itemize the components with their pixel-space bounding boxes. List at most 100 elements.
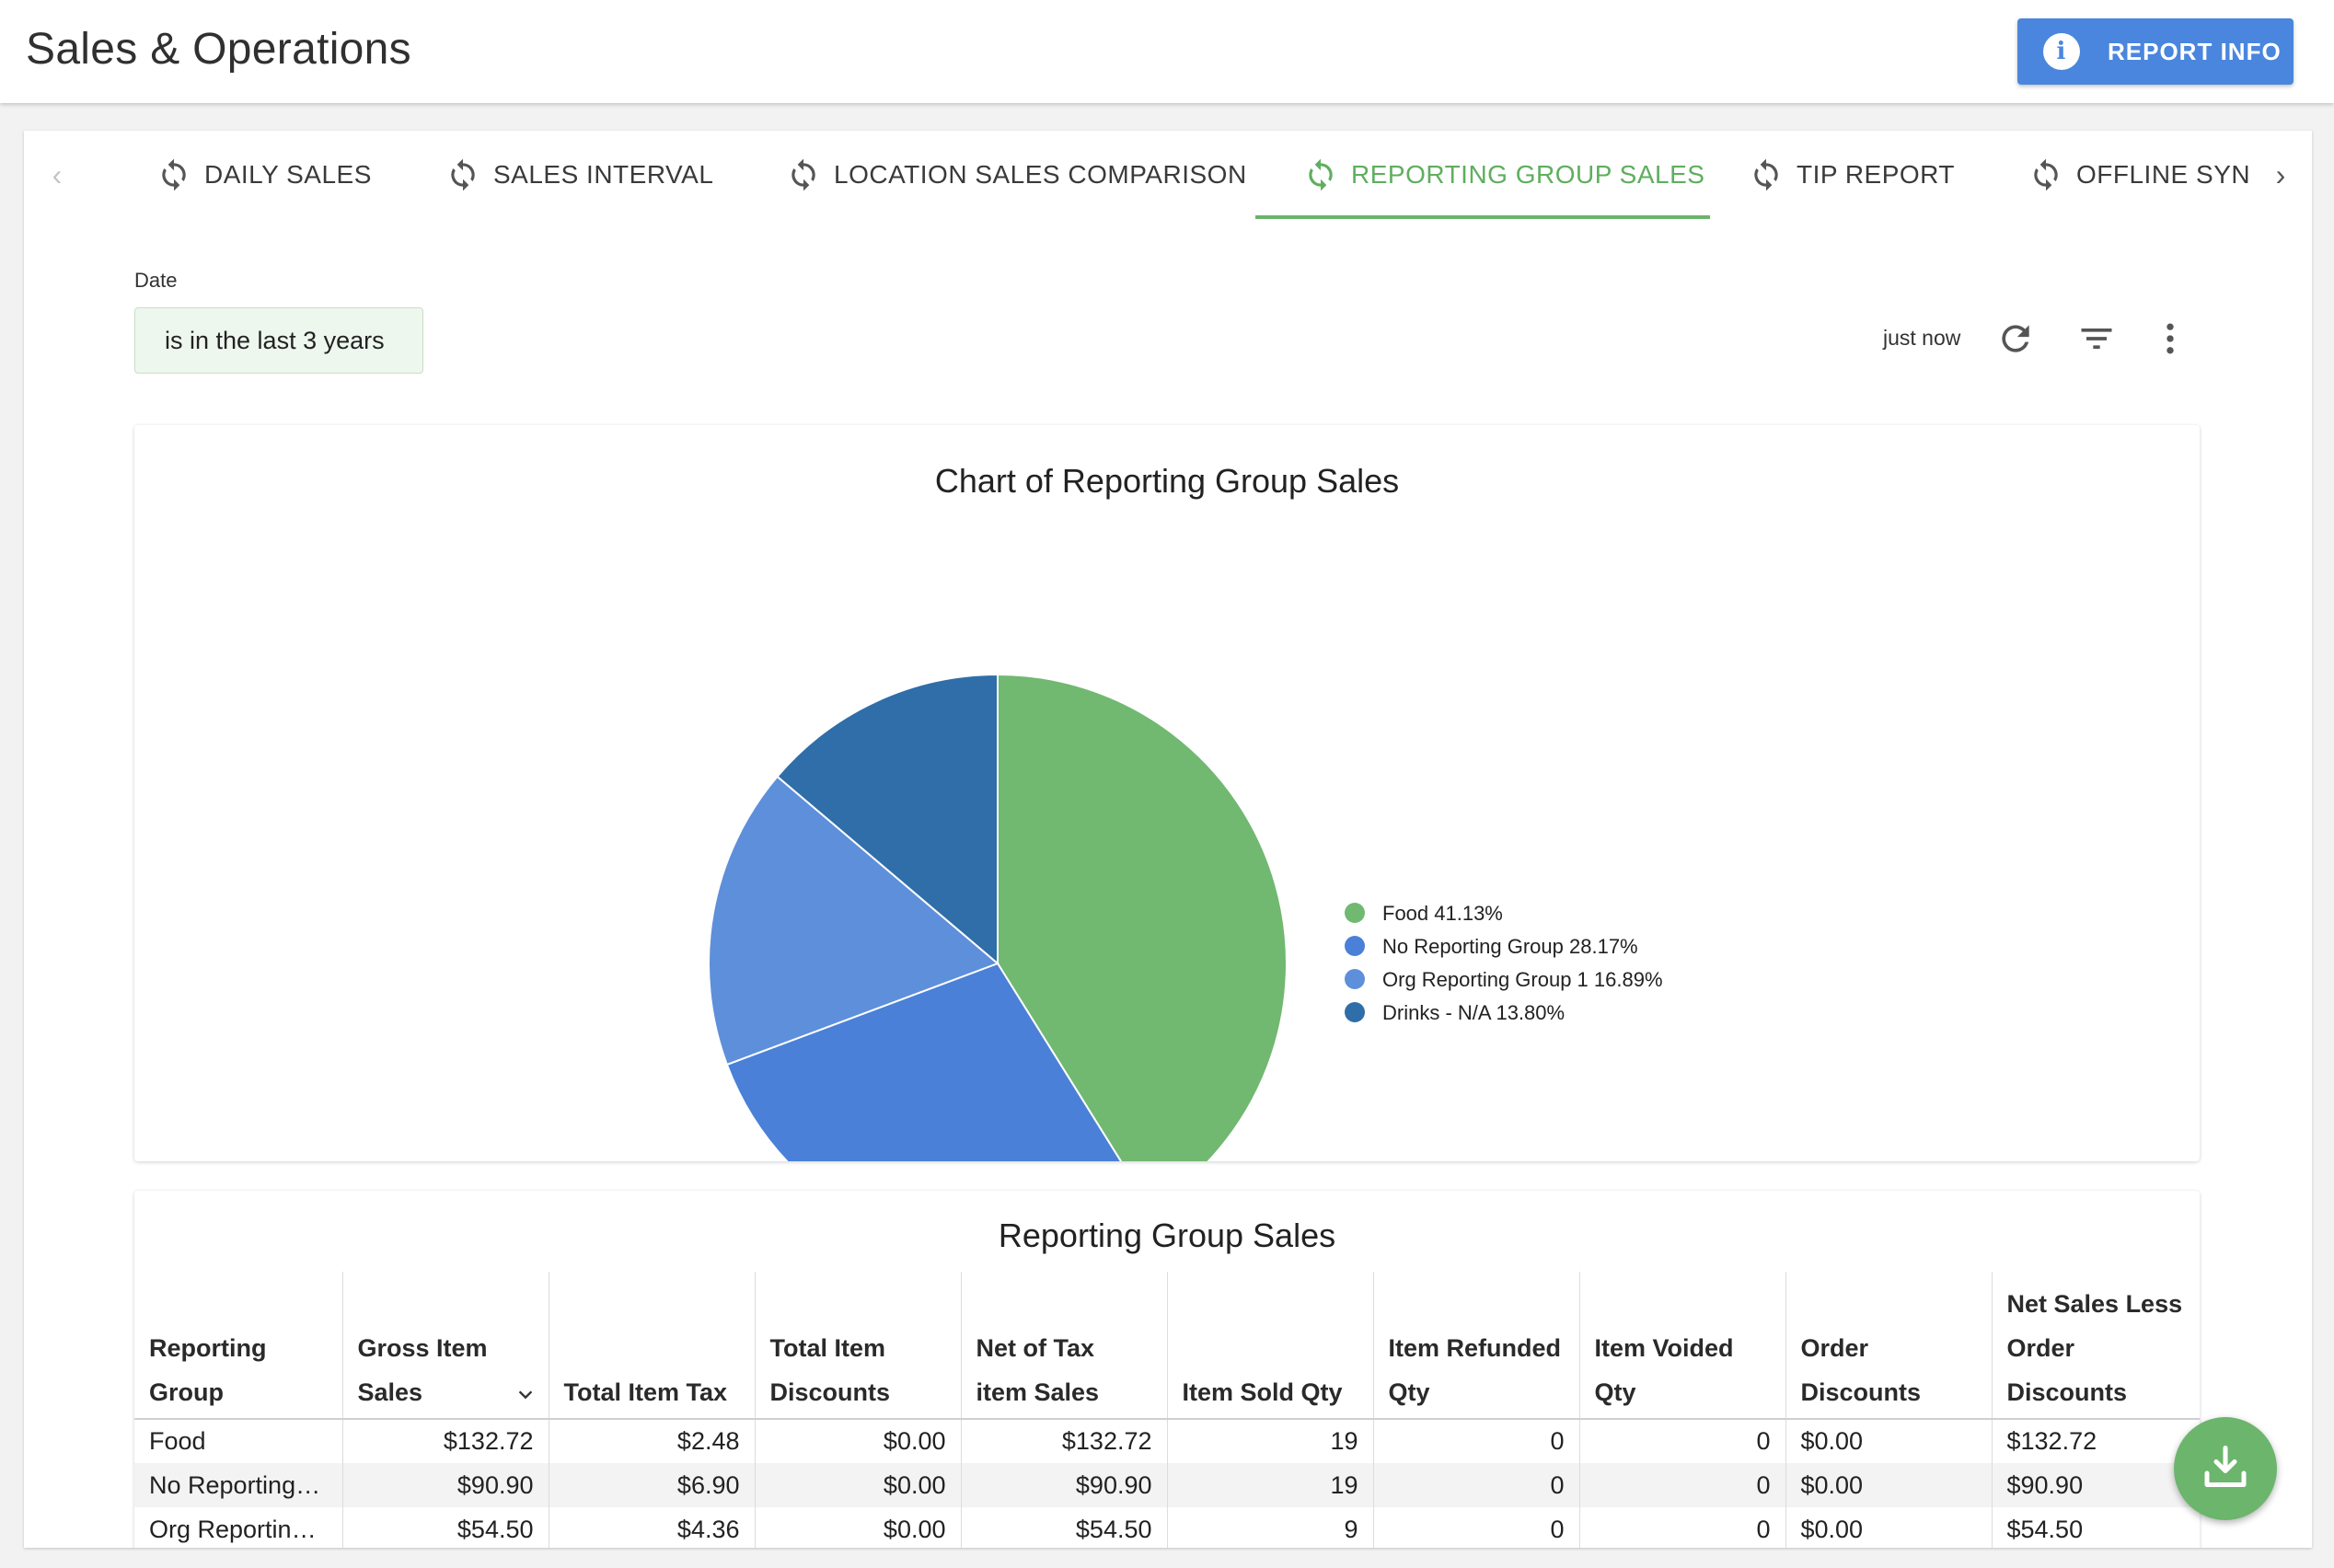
tab-offline-synced[interactable]: OFFLINE SYNCED [2028, 131, 2249, 219]
sort-descending-icon[interactable] [515, 1385, 536, 1405]
table-cell: 0 [1579, 1463, 1786, 1507]
column-header[interactable]: Item Voided Qty [1579, 1272, 1786, 1420]
tab-label: DAILY SALES [204, 160, 372, 189]
column-header[interactable]: Total Item Discounts [755, 1272, 962, 1420]
download-button[interactable] [2174, 1417, 2277, 1520]
page-title: Sales & Operations [26, 25, 411, 74]
column-header[interactable]: Item Refunded Qty [1373, 1272, 1580, 1420]
info-icon: i [2043, 33, 2080, 70]
table-row[interactable]: Org Reporting Group 1$54.50$4.36$0.00$54… [134, 1507, 2200, 1548]
chart-title: Chart of Reporting Group Sales [934, 462, 1400, 500]
table-cell: 0 [1373, 1507, 1580, 1548]
active-tab-indicator [1255, 215, 1710, 219]
filter-icon[interactable] [2076, 318, 2117, 359]
refresh-icon[interactable] [1995, 318, 2036, 359]
table-cell: $0.00 [1785, 1463, 1993, 1507]
column-header[interactable]: Reporting Group [134, 1272, 343, 1420]
legend-label: Food 41.13% [1382, 902, 1503, 925]
table-cell: $0.00 [755, 1463, 962, 1507]
report-info-label: REPORT INFO [2108, 37, 2282, 65]
column-header[interactable]: Total Item Tax [549, 1272, 756, 1420]
column-header[interactable]: Net Sales Less Order Discounts [1992, 1272, 2200, 1420]
tab-reporting-group-sales[interactable]: REPORTING GROUP SALES [1303, 131, 1704, 219]
pie-chart-card: Chart of Reporting Group Sales Food 41.1… [134, 425, 2200, 1161]
column-header-label: Net of Tax item Sales [976, 1334, 1100, 1406]
tab-label: SALES INTERVAL [493, 160, 714, 189]
column-header-label: Item Sold Qty [1182, 1378, 1343, 1406]
legend-label: Drinks - N/A 13.80% [1382, 1001, 1565, 1024]
date-filter-label: Date [134, 269, 178, 292]
table-cell: $54.50 [961, 1507, 1168, 1548]
table-cell: $4.36 [549, 1507, 756, 1548]
table-cell: 19 [1167, 1419, 1374, 1463]
table-cell: $54.50 [342, 1507, 549, 1548]
pie-chart: Food 41.13% No Reporting Group 28.17% Org … [708, 673, 1663, 1161]
table-cell: $132.72 [2006, 1427, 2097, 1455]
legend-label: Org Reporting Group 1 16.89% [1382, 968, 1663, 991]
report-container: ‹ DAILY SALES SALES INTERVAL LOCATION SALE… [24, 131, 2312, 1548]
table-cell: $90.90 [1992, 1463, 2200, 1507]
table-cell: 0 [1579, 1507, 1786, 1548]
column-header[interactable]: Order Discounts [1785, 1272, 1993, 1420]
table-cell: $132.72 [961, 1419, 1168, 1463]
legend-item[interactable]: Food 41.13% [1345, 902, 1503, 925]
sync-icon [791, 158, 815, 191]
table-header-row: Reporting Group Gross Item Sales Total Ite… [134, 1272, 2200, 1420]
tab-daily-sales[interactable]: DAILY SALES [156, 131, 372, 219]
sync-icon [162, 158, 186, 191]
tab-label: TIP REPORT [1797, 160, 1956, 189]
more-options-icon[interactable] [2150, 318, 2190, 359]
reporting-group-table: Reporting Group Gross Item Sales Total Ite… [134, 1272, 2200, 1548]
table-cell: Org Reporting Group 1 [134, 1507, 343, 1548]
legend-item[interactable]: Drinks - N/A 13.80% [1345, 1001, 1565, 1024]
column-header-label: Reporting Group [149, 1334, 267, 1406]
sync-icon [1309, 158, 1333, 191]
table-cell: $0.00 [755, 1507, 962, 1548]
table-cell: Food [134, 1419, 343, 1463]
sync-icon [1754, 158, 1778, 191]
legend-swatch [1345, 969, 1365, 989]
pie-slice-drinks-n-a[interactable] [776, 673, 999, 966]
column-header[interactable]: Item Sold Qty [1167, 1272, 1374, 1420]
table-card: Reporting Group Sales Reporting Group Gro… [134, 1191, 2200, 1548]
column-header-label: Total Item Discounts [769, 1334, 891, 1406]
table-cell: $6.90 [549, 1463, 756, 1507]
legend-swatch [1345, 903, 1365, 923]
table-cell: 0 [1373, 1419, 1580, 1463]
pie-slice-no-reporting-group[interactable] [725, 962, 1150, 1161]
tab-location-sales-comparison[interactable]: LOCATION SALES COMPARISON [786, 131, 1247, 219]
download-icon [2204, 1446, 2247, 1487]
table-title: Reporting Group Sales [998, 1216, 1336, 1254]
column-header[interactable]: Gross Item Sales [342, 1272, 549, 1420]
tab-scroll-left-icon[interactable]: ‹ [52, 158, 63, 191]
column-header-label: Gross Item Sales [357, 1334, 488, 1406]
table-cell: $0.00 [1785, 1507, 1993, 1548]
date-filter-chip[interactable]: is in the last 3 years [134, 307, 423, 374]
table-cell: $2.48 [549, 1419, 756, 1463]
tab-scroll-right-icon[interactable]: › [2275, 158, 2286, 191]
column-header-label: Order Discounts [1800, 1334, 1922, 1406]
pie-slice-food[interactable] [997, 673, 1288, 1161]
column-header-label: Total Item Tax [563, 1378, 728, 1406]
pie-slice-org-reporting-group-1[interactable] [708, 775, 999, 1066]
table-cell: 19 [1167, 1463, 1374, 1507]
tab-label: REPORTING GROUP SALES [1351, 160, 1705, 189]
app-header: Sales & Operations i REPORT INFO [0, 0, 2334, 103]
column-header-label: Item Voided Qty [1594, 1334, 1734, 1406]
column-header[interactable]: Net of Tax item Sales [961, 1272, 1168, 1420]
table-cell: $54.50 [2006, 1515, 2084, 1543]
legend-item[interactable]: Org Reporting Group 1 16.89% [1345, 968, 1663, 991]
table-row[interactable]: No Reporting Group$90.90$6.90$0.00$90.90… [134, 1463, 2200, 1507]
table-row[interactable]: Food $132.72 $2.48 $0.00 $132.72 19 0 0 $0.00 $13… [134, 1419, 2200, 1463]
legend-item[interactable]: No Reporting Group 28.17% [1345, 935, 1638, 958]
table-cell: 9 [1167, 1507, 1374, 1548]
sync-icon [2034, 158, 2058, 191]
tab-sales-interval[interactable]: SALES INTERVAL [445, 131, 713, 219]
table-cell: $90.90 [342, 1463, 549, 1507]
legend-swatch [1345, 1002, 1365, 1022]
table-cell: No Reporting Group [134, 1463, 343, 1507]
report-info-button[interactable]: i REPORT INFO [2017, 18, 2294, 85]
tabs-viewport: DAILY SALES SALES INTERVAL LOCATION SALES … [105, 131, 2249, 219]
tab-tip-report[interactable]: TIP REPORT [1749, 131, 1955, 219]
report-tabs: ‹ DAILY SALES SALES INTERVAL LOCATION SALE… [24, 131, 2312, 219]
